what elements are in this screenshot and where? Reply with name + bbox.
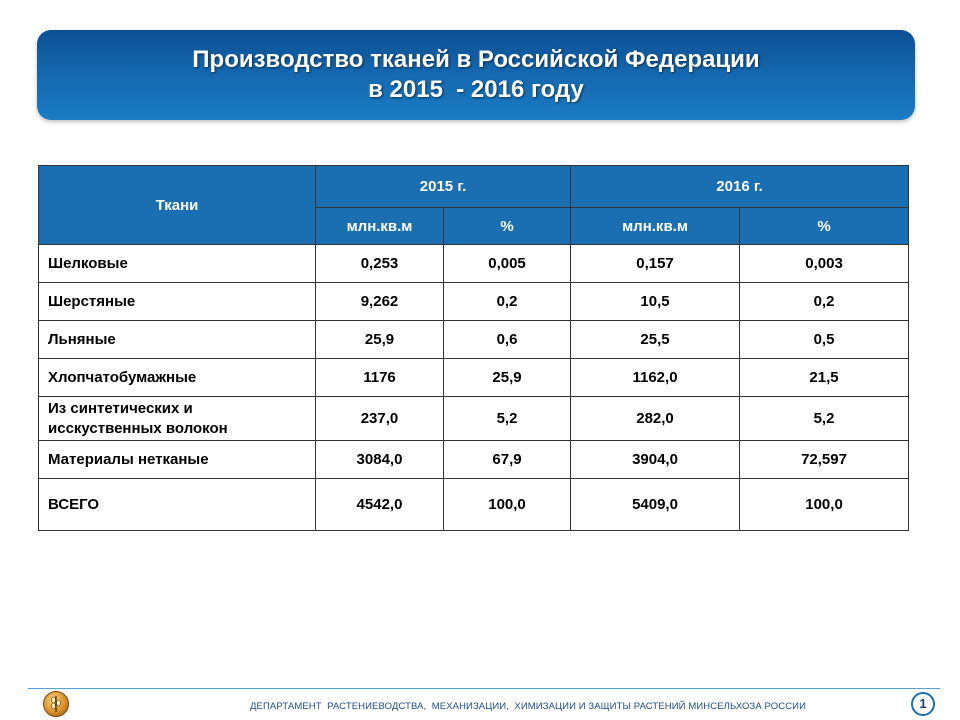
row-label: Шерстяные — [38, 282, 316, 321]
table-row: Льняные 25,9 0,6 25,5 0,5 — [38, 320, 910, 359]
row-label: Льняные — [38, 320, 316, 359]
subheader-2015-percent: % — [442, 207, 572, 245]
slide-title-line-2: в 2015 - 2016 году — [368, 76, 584, 103]
row-label: ВСЕГО — [38, 478, 316, 531]
row-label: Шелковые — [38, 244, 316, 283]
title-banner: Производство тканей в Российской Федерац… — [37, 30, 915, 120]
row-label: Хлопчатобумажные — [38, 358, 316, 397]
footer-divider — [28, 688, 940, 689]
table-subheader-row: млн.кв.м % млн.кв.м % — [39, 207, 910, 245]
cell-2015-volume: 25,9 — [315, 320, 444, 359]
cell-2015-volume: 237,0 — [315, 396, 444, 441]
cell-2016-volume: 10,5 — [570, 282, 741, 321]
table-row: Шелковые 0,253 0,005 0,157 0,003 — [38, 244, 910, 283]
cell-2015-percent: 67,9 — [442, 440, 572, 479]
cell-2015-percent: 0,2 — [442, 282, 572, 321]
column-header-2015: 2015 г. — [314, 165, 572, 208]
cell-2015-percent: 5,2 — [442, 396, 572, 441]
column-header-fabrics: Ткани — [38, 165, 316, 245]
subheader-2015-volume: млн.кв.м — [315, 207, 444, 245]
row-label-line-1: Из синтетических и — [48, 399, 193, 417]
cell-2015-volume: 4542,0 — [315, 478, 444, 531]
cell-2016-volume: 3904,0 — [570, 440, 741, 479]
cell-2016-percent: 21,5 — [739, 358, 910, 397]
cell-2016-percent: 0,2 — [739, 282, 910, 321]
fabric-production-table: Ткани 2015 г. 2016 г. млн.кв.м % млн.кв.… — [38, 165, 910, 531]
cell-2016-volume: 282,0 — [570, 396, 741, 441]
subheader-2016-volume: млн.кв.м — [570, 207, 741, 245]
cell-2016-volume: 5409,0 — [570, 478, 741, 531]
cell-2015-percent: 25,9 — [442, 358, 572, 397]
table-row-total: ВСЕГО 4542,0 100,0 5409,0 100,0 — [38, 478, 910, 531]
cell-2015-percent: 0,6 — [442, 320, 572, 359]
row-label: Из синтетических и исскуственных волокон — [38, 396, 316, 441]
cell-2015-volume: 1176 — [315, 358, 444, 397]
slide-title-line-1: Производство тканей в Российской Федерац… — [192, 46, 760, 73]
wheat-emblem-icon — [43, 691, 69, 717]
table-row: Шерстяные 9,262 0,2 10,5 0,2 — [38, 282, 910, 321]
table-header-row: Ткани 2015 г. 2016 г. — [38, 165, 910, 245]
row-label-line-2: исскуственных волокон — [48, 419, 228, 437]
cell-2015-volume: 0,253 — [315, 244, 444, 283]
column-header-2016: 2016 г. — [570, 165, 910, 208]
cell-2015-volume: 9,262 — [315, 282, 444, 321]
subheader-2016-percent: % — [739, 207, 910, 245]
cell-2016-volume: 0,157 — [570, 244, 741, 283]
table-row: Материалы нетканые 3084,0 67,9 3904,0 72… — [38, 440, 910, 479]
cell-2016-volume: 25,5 — [570, 320, 741, 359]
cell-2015-percent: 100,0 — [442, 478, 572, 531]
table-row: Из синтетических и исскуственных волокон… — [38, 396, 910, 441]
cell-2016-percent: 72,597 — [739, 440, 910, 479]
cell-2015-volume: 3084,0 — [315, 440, 444, 479]
cell-2016-percent: 5,2 — [739, 396, 910, 441]
cell-2016-percent: 0,003 — [739, 244, 910, 283]
row-label: Материалы нетканые — [38, 440, 316, 479]
cell-2015-percent: 0,005 — [442, 244, 572, 283]
page-number-badge: 1 — [911, 692, 935, 716]
cell-2016-percent: 0,5 — [739, 320, 910, 359]
footer-department-text: ДЕПАРТАМЕНТ РАСТЕНИЕВОДСТВА, МЕХАНИЗАЦИИ… — [249, 701, 806, 712]
cell-2016-volume: 1162,0 — [570, 358, 741, 397]
cell-2016-percent: 100,0 — [739, 478, 910, 531]
table-row: Хлопчатобумажные 1176 25,9 1162,0 21,5 — [38, 358, 910, 397]
